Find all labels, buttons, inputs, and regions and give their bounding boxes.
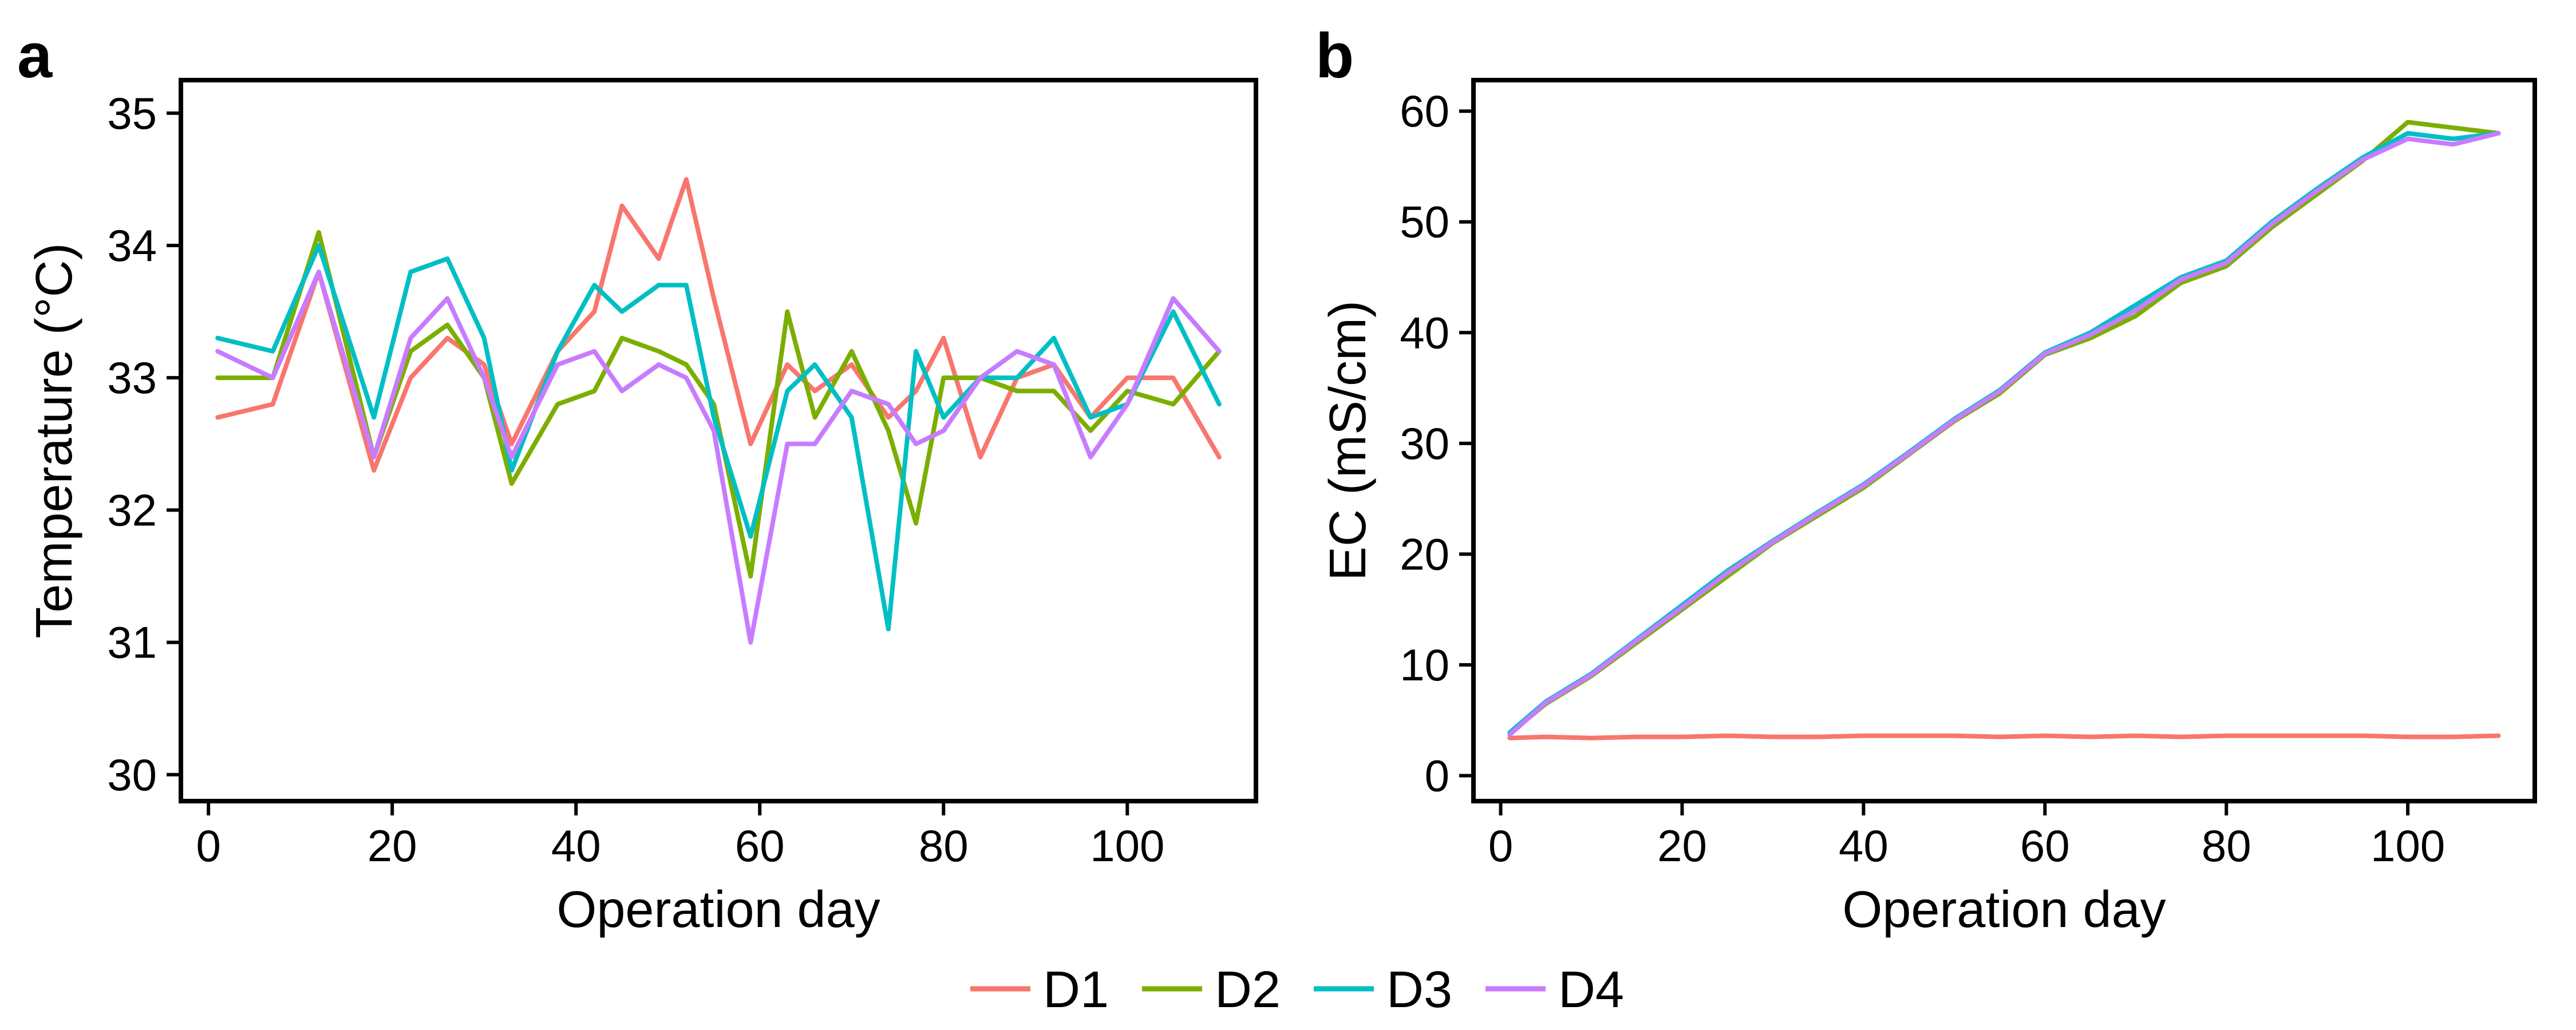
panel-b-series-d2 xyxy=(1507,120,2501,736)
legend: D1 D2 D3 D4 xyxy=(970,961,1624,1019)
legend-label-d2: D2 xyxy=(1215,961,1281,1019)
panel-b-series-layer xyxy=(1507,120,2501,740)
panel-a-y-tick-label: 31 xyxy=(107,617,157,668)
legend-entry-d4: D4 xyxy=(1485,961,1624,1019)
panel-a-y-tick-label: 35 xyxy=(107,88,157,138)
panel-b-y-tick-label: 0 xyxy=(1425,750,1449,801)
panel-b-y-tick-label: 40 xyxy=(1400,307,1449,358)
legend-label-d1: D1 xyxy=(1043,961,1109,1019)
panel-b-x-tick-label: 20 xyxy=(1657,821,1707,871)
panel-b-x-tick-label: 100 xyxy=(2370,821,2445,871)
panel-a-x-tick-label: 100 xyxy=(1090,821,1164,871)
panel-b-x-axis: 0 20 40 60 80 100 xyxy=(1488,801,2445,871)
panel-b-x-tick-label: 0 xyxy=(1488,821,1513,871)
panel-a-series-d2 xyxy=(215,229,1222,579)
panel-b-x-tick-label: 80 xyxy=(2202,821,2251,871)
panel-a-y-tick-label: 33 xyxy=(107,352,157,403)
panel-b-label: b xyxy=(1315,21,1354,91)
panel-a-x-tick-label: 20 xyxy=(368,821,417,871)
panel-b-plot-frame xyxy=(1471,78,2537,803)
legend-entry-d1: D1 xyxy=(970,961,1109,1019)
panel-a-y-tick-label: 34 xyxy=(107,220,157,271)
panel-a-y-axis: 30 31 32 33 34 35 xyxy=(107,88,181,800)
panel-b-x-tick-label: 60 xyxy=(2020,821,2070,871)
panel-b-y-tick-label: 30 xyxy=(1400,418,1449,469)
panel-a-plot-frame xyxy=(179,78,1258,803)
panel-a-x-tick-label: 40 xyxy=(551,821,601,871)
panel-a-series-d4 xyxy=(215,270,1222,645)
legend-label-d4: D4 xyxy=(1558,961,1624,1019)
panel-b-series-d3 xyxy=(1507,130,2501,735)
panel-a-series-layer xyxy=(215,177,1222,645)
legend-entry-d3: D3 xyxy=(1314,961,1452,1019)
panel-b-x-axis-title: Operation day xyxy=(1842,881,2166,938)
panel-a-x-axis-title: Operation day xyxy=(556,881,880,938)
panel-b-x-tick-label: 40 xyxy=(1839,821,1888,871)
panel-a-x-tick-label: 80 xyxy=(919,821,969,871)
panel-b-y-tick-label: 20 xyxy=(1400,529,1449,579)
panel-a-y-tick-label: 30 xyxy=(107,750,157,800)
panel-a-y-tick-label: 32 xyxy=(107,485,157,535)
panel-b-y-tick-label: 50 xyxy=(1400,197,1449,247)
legend-entry-d2: D2 xyxy=(1142,961,1281,1019)
panel-b-y-axis-title: EC (mS/cm) xyxy=(1319,300,1377,581)
panel-a-x-tick-label: 0 xyxy=(196,821,220,871)
panel-b-ec-chart: b 0 20 40 60 80 100 0 10 20 30 40 50 60 Operation d… xyxy=(1315,21,2537,938)
panel-a-label: a xyxy=(17,21,53,91)
panel-b-y-tick-label: 10 xyxy=(1400,640,1449,690)
panel-a-series-d1 xyxy=(215,177,1222,473)
panel-a-x-axis: 0 20 40 60 80 100 xyxy=(196,801,1164,871)
panel-b-series-d4 xyxy=(1507,130,2501,737)
panel-a-temperature-chart: a 0 20 40 60 80 100 30 31 32 33 34 35 Operation da… xyxy=(17,21,1258,938)
panel-a-y-axis-title: Temperature (°C) xyxy=(26,243,83,638)
legend-label-d3: D3 xyxy=(1386,961,1452,1019)
panel-b-y-axis: 0 10 20 30 40 50 60 xyxy=(1400,86,1473,801)
panel-a-x-tick-label: 60 xyxy=(735,821,785,871)
panel-b-y-tick-label: 60 xyxy=(1400,86,1449,136)
panel-b-series-d1 xyxy=(1507,733,2501,740)
